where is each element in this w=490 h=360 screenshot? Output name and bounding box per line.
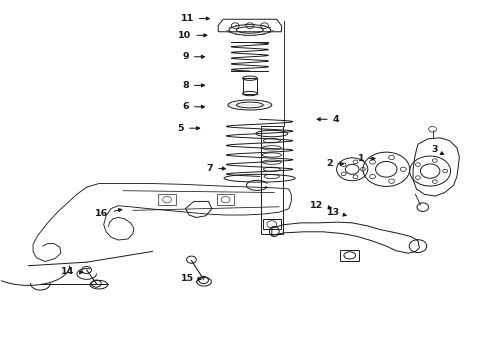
Text: 14: 14 [61, 267, 83, 276]
Text: 10: 10 [178, 31, 207, 40]
Text: 8: 8 [182, 81, 204, 90]
Text: 1: 1 [358, 154, 375, 163]
Text: 11: 11 [181, 14, 209, 23]
Text: 4: 4 [317, 115, 339, 124]
Bar [243, 78, 257, 94]
Bar [340, 249, 360, 261]
Bar [158, 194, 176, 205]
Text: 6: 6 [182, 102, 204, 111]
Bar [217, 194, 234, 205]
Text: 12: 12 [310, 201, 331, 210]
Text: 3: 3 [431, 145, 444, 154]
Text: 9: 9 [182, 52, 204, 61]
Text: 2: 2 [326, 159, 343, 168]
Bar [263, 219, 281, 229]
Text: 13: 13 [327, 208, 346, 217]
Text: 5: 5 [177, 124, 199, 133]
Text: 15: 15 [181, 274, 201, 283]
Text: 7: 7 [207, 164, 225, 173]
Bar [261, 126, 283, 234]
Text: 16: 16 [96, 209, 122, 219]
